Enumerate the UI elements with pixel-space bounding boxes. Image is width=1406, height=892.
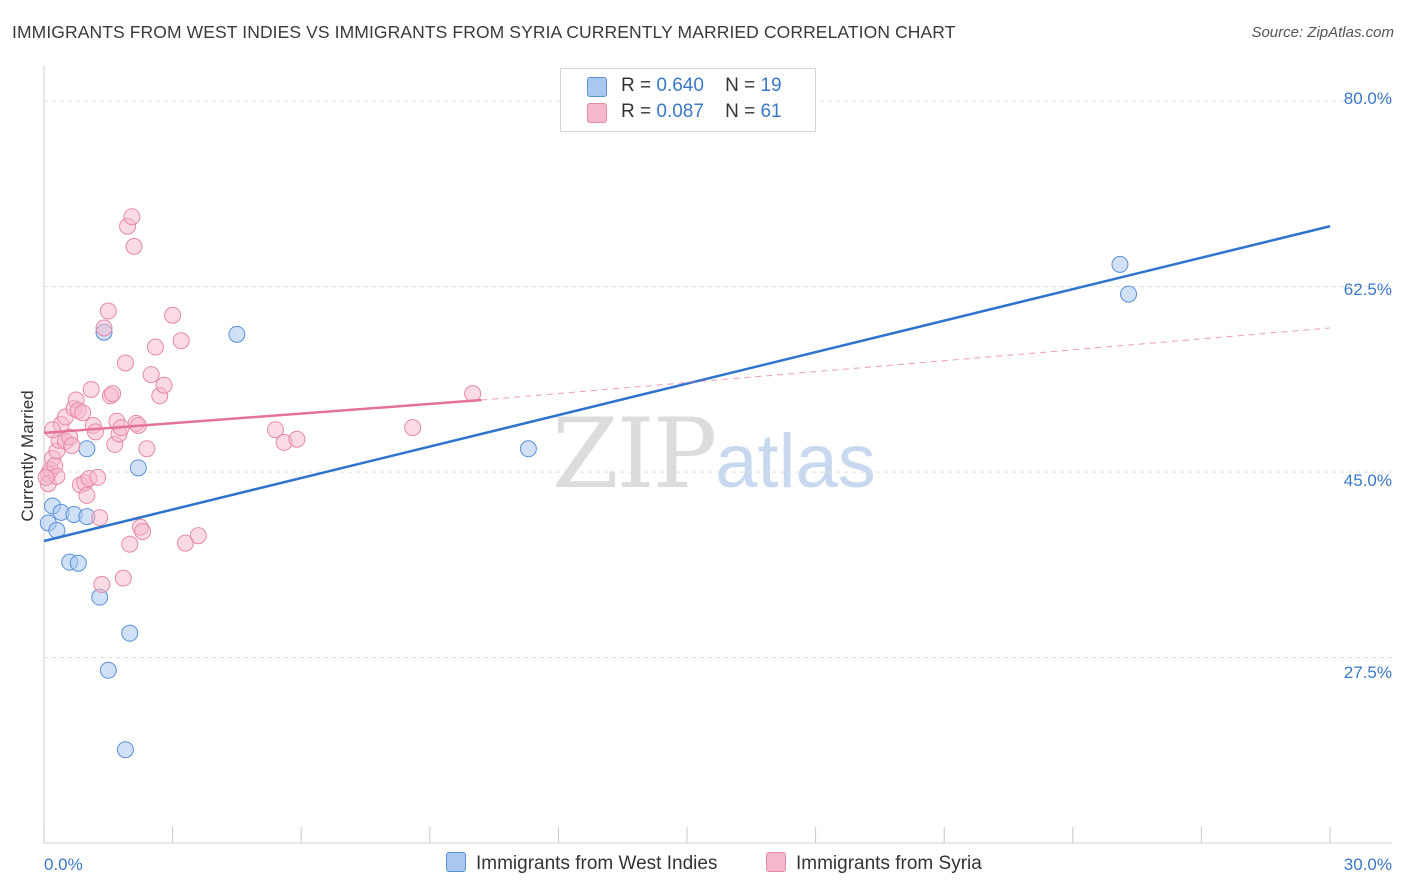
data-point-syria [142, 366, 160, 384]
series-syria [37, 208, 482, 593]
legend-n-label: N = [725, 101, 756, 122]
legend-swatch-pink [587, 103, 607, 123]
y-axis-label: Currently Married [18, 390, 37, 521]
data-point-syria [44, 421, 62, 439]
bottom-legend-swatch-pink [766, 852, 786, 872]
x-tick-label-max: 30.0% [1344, 855, 1392, 874]
data-point-syria [104, 385, 122, 403]
legend-n-value: 61 [760, 101, 782, 122]
data-point-syria [134, 522, 152, 540]
data-point-west-indies [116, 741, 134, 759]
axes [43, 66, 1392, 844]
data-point-syria [95, 319, 113, 337]
data-point-syria [138, 440, 156, 458]
data-point-syria [91, 509, 109, 527]
data-point-syria [164, 306, 182, 324]
data-point-syria [74, 404, 92, 422]
data-point-syria [78, 486, 96, 504]
trend-line-west-indies [43, 225, 1331, 543]
data-point-syria [176, 534, 194, 552]
legend-n-label: N = [725, 75, 756, 96]
data-point-syria [82, 380, 100, 398]
data-point-syria [189, 527, 207, 545]
data-point-west-indies [519, 440, 537, 458]
data-point-syria [86, 423, 104, 441]
y-tick-label: 62.5% [1344, 280, 1392, 299]
data-point-syria [155, 376, 173, 394]
correlation-legend: R = 0.640 N = 19 R = 0.087 N = 61 [560, 68, 816, 132]
bottom-legend-west-indies: Immigrants from West Indies [446, 852, 717, 875]
chart-title: IMMIGRANTS FROM WEST INDIES VS IMMIGRANT… [12, 22, 956, 42]
data-point-syria [99, 302, 117, 320]
data-point-syria [116, 354, 134, 372]
bottom-legend-label: Immigrants from Syria [796, 853, 982, 874]
data-point-west-indies [1111, 255, 1129, 273]
y-tick-label: 80.0% [1344, 89, 1392, 108]
tick-labels: 80.0% 62.5% 45.0% 27.5% 0.0% 30.0% Curre… [18, 89, 1392, 874]
trend-lines [43, 225, 1331, 543]
data-point-west-indies [228, 325, 246, 343]
data-point-west-indies [1120, 285, 1138, 303]
y-tick-label: 45.0% [1344, 471, 1392, 490]
source-credit: Source: ZipAtlas.com [1251, 24, 1394, 41]
data-point-west-indies [69, 554, 87, 572]
bottom-legend-syria: Immigrants from Syria [766, 852, 982, 875]
data-point-syria [37, 468, 55, 486]
legend-r-label: R = [621, 101, 652, 122]
legend-r-value: 0.087 [656, 101, 704, 122]
bottom-legend-swatch-blue [446, 852, 466, 872]
data-point-west-indies [121, 624, 139, 642]
legend-r-value: 0.640 [656, 75, 704, 96]
data-point-syria [404, 419, 422, 437]
legend-r-label: R = [621, 75, 652, 96]
data-point-syria [121, 535, 139, 553]
bottom-legend-label: Immigrants from West Indies [476, 853, 718, 874]
data-point-west-indies [129, 459, 147, 477]
data-point-syria [89, 468, 107, 486]
data-point-syria [172, 332, 190, 350]
legend-swatch-blue [587, 77, 607, 97]
data-point-west-indies [78, 440, 96, 458]
data-point-syria [123, 208, 141, 226]
data-point-syria [93, 575, 111, 593]
y-tick-label: 27.5% [1344, 663, 1392, 682]
data-point-syria [63, 437, 81, 455]
data-point-syria [146, 338, 164, 356]
data-point-syria [125, 237, 143, 255]
data-point-west-indies [99, 661, 117, 679]
grid-lines [44, 100, 1392, 659]
watermark-zip: ZIP [552, 398, 717, 510]
data-point-syria [288, 430, 306, 448]
watermark-atlas: atlas [715, 419, 876, 504]
zipatlas-watermark: ZIPatlas [552, 398, 876, 510]
data-point-syria [114, 569, 132, 587]
trend-line-syria [43, 398, 482, 435]
x-tick-label-min: 0.0% [44, 855, 83, 874]
data-point-syria [266, 421, 284, 439]
legend-n-value: 19 [760, 75, 782, 96]
trend-line-syria-extension [481, 327, 1331, 401]
series-west-indies [39, 255, 1138, 759]
